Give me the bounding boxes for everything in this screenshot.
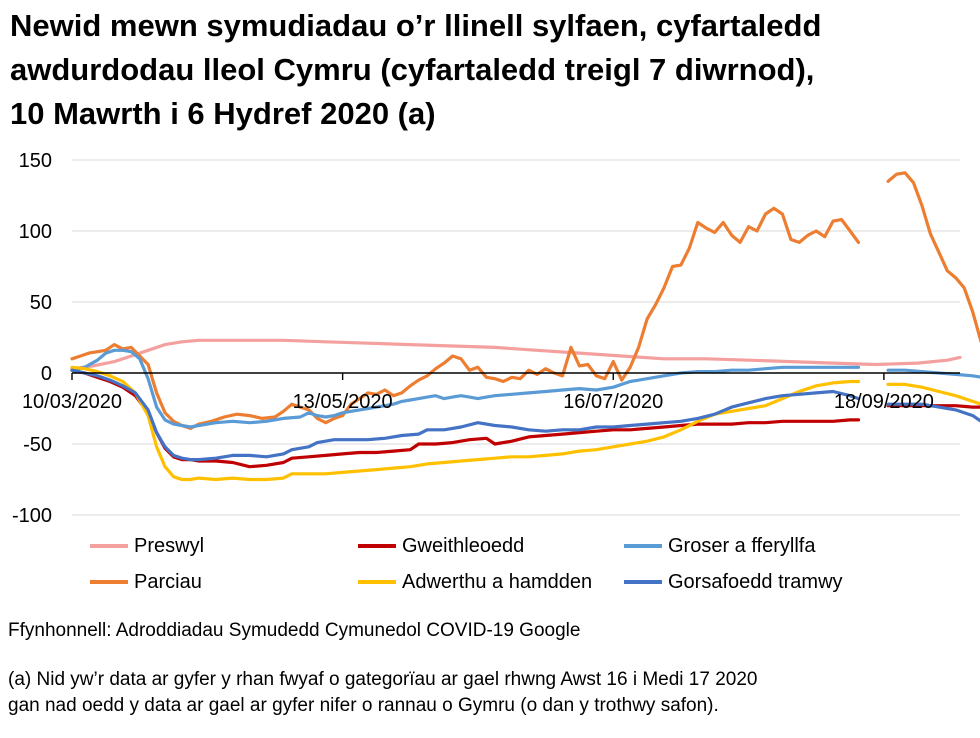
footnote-line-2: gan nad oedd y data ar gael ar gyfer nif… [8, 695, 719, 716]
series-line-preswyl [70, 338, 962, 371]
legend-label-groser: Groser a fferyllfa [668, 534, 816, 557]
legend-item-adwerthu: Adwerthu a hamdden [358, 568, 592, 596]
y-tick-label: 150 [19, 150, 52, 172]
legend-swatch-preswyl [90, 544, 128, 548]
legend-item-preswyl: Preswyl [90, 532, 204, 560]
legend-swatch-gweithleoedd [358, 544, 396, 548]
series-line-gorsafoedd-tramwy [70, 368, 861, 462]
legend-swatch-adwerthu [358, 580, 396, 584]
legend-label-gorsafoedd: Gorsafoedd tramwy [668, 570, 843, 593]
chart-title-line-2: awdurdodau lleol Cymru (cyfartaledd trei… [10, 52, 815, 87]
y-tick-label: -100 [12, 505, 52, 527]
legend-label-preswyl: Preswyl [134, 534, 205, 557]
legend-label-adwerthu: Adwerthu a hamdden [402, 570, 593, 593]
legend-label-parciau: Parciau [134, 570, 202, 593]
y-axis-ticks: 150 100 50 0 -50 -100 [12, 150, 52, 527]
legend: Preswyl Gweithleoedd Groser a fferyllfa … [0, 530, 980, 610]
line-chart: 150 100 50 0 -50 -100 10/03/2020 13/05/2020 16/… [12, 150, 980, 527]
footnote-line-1: (a) Nid yw’r data ar gyfer y rhan fwyaf … [8, 669, 758, 690]
y-tick-label: 100 [19, 221, 52, 243]
y-tick-label: -50 [23, 434, 52, 456]
legend-swatch-gorsafoedd [624, 580, 662, 584]
chart-title: Newid mewn symudiadau o’r llinell sylfae… [10, 4, 970, 136]
legend-item-parciau: Parciau [90, 568, 202, 596]
series-line-gweithleoedd [70, 368, 861, 469]
legend-swatch-groser [624, 544, 662, 548]
gridlines [72, 159, 960, 516]
chart-title-line-1: Newid mewn symudiadau o’r llinell sylfae… [10, 8, 822, 43]
series-line-groser-a-fferyllfa [886, 368, 980, 379]
legend-item-groser: Groser a fferyllfa [624, 532, 815, 560]
x-tick-label: 18/09/2020 [834, 391, 934, 413]
series-line-adwerthu-a-hamdden [886, 382, 980, 406]
legend-item-gweithleoedd: Gweithleoedd [358, 532, 524, 560]
footnote: (a) Nid yw’r data ar gyfer y rhan fwyaf … [8, 667, 968, 719]
y-tick-label: 0 [41, 363, 52, 385]
legend-item-gorsafoedd: Gorsafoedd tramwy [624, 568, 843, 596]
series-line-gorsafoedd-tramwy [886, 402, 980, 423]
series-lines [70, 171, 980, 482]
source-note: Ffynhonnell: Adroddiadau Symudedd Cymune… [8, 620, 581, 641]
legend-label-gweithleoedd: Gweithleoedd [402, 534, 525, 557]
y-tick-label: 50 [30, 292, 52, 314]
x-axis: 10/03/2020 13/05/2020 16/07/2020 18/09/2020 [22, 372, 960, 413]
chart-title-line-3: 10 Mawrth i 6 Hydref 2020 (a) [10, 96, 436, 131]
x-tick-label: 16/07/2020 [563, 391, 663, 413]
series-line-parciau [886, 171, 980, 343]
legend-swatch-parciau [90, 580, 128, 584]
x-tick-label: 13/05/2020 [293, 391, 393, 413]
series-line-groser-a-fferyllfa [70, 348, 861, 429]
x-tick-label: 10/03/2020 [22, 391, 122, 413]
